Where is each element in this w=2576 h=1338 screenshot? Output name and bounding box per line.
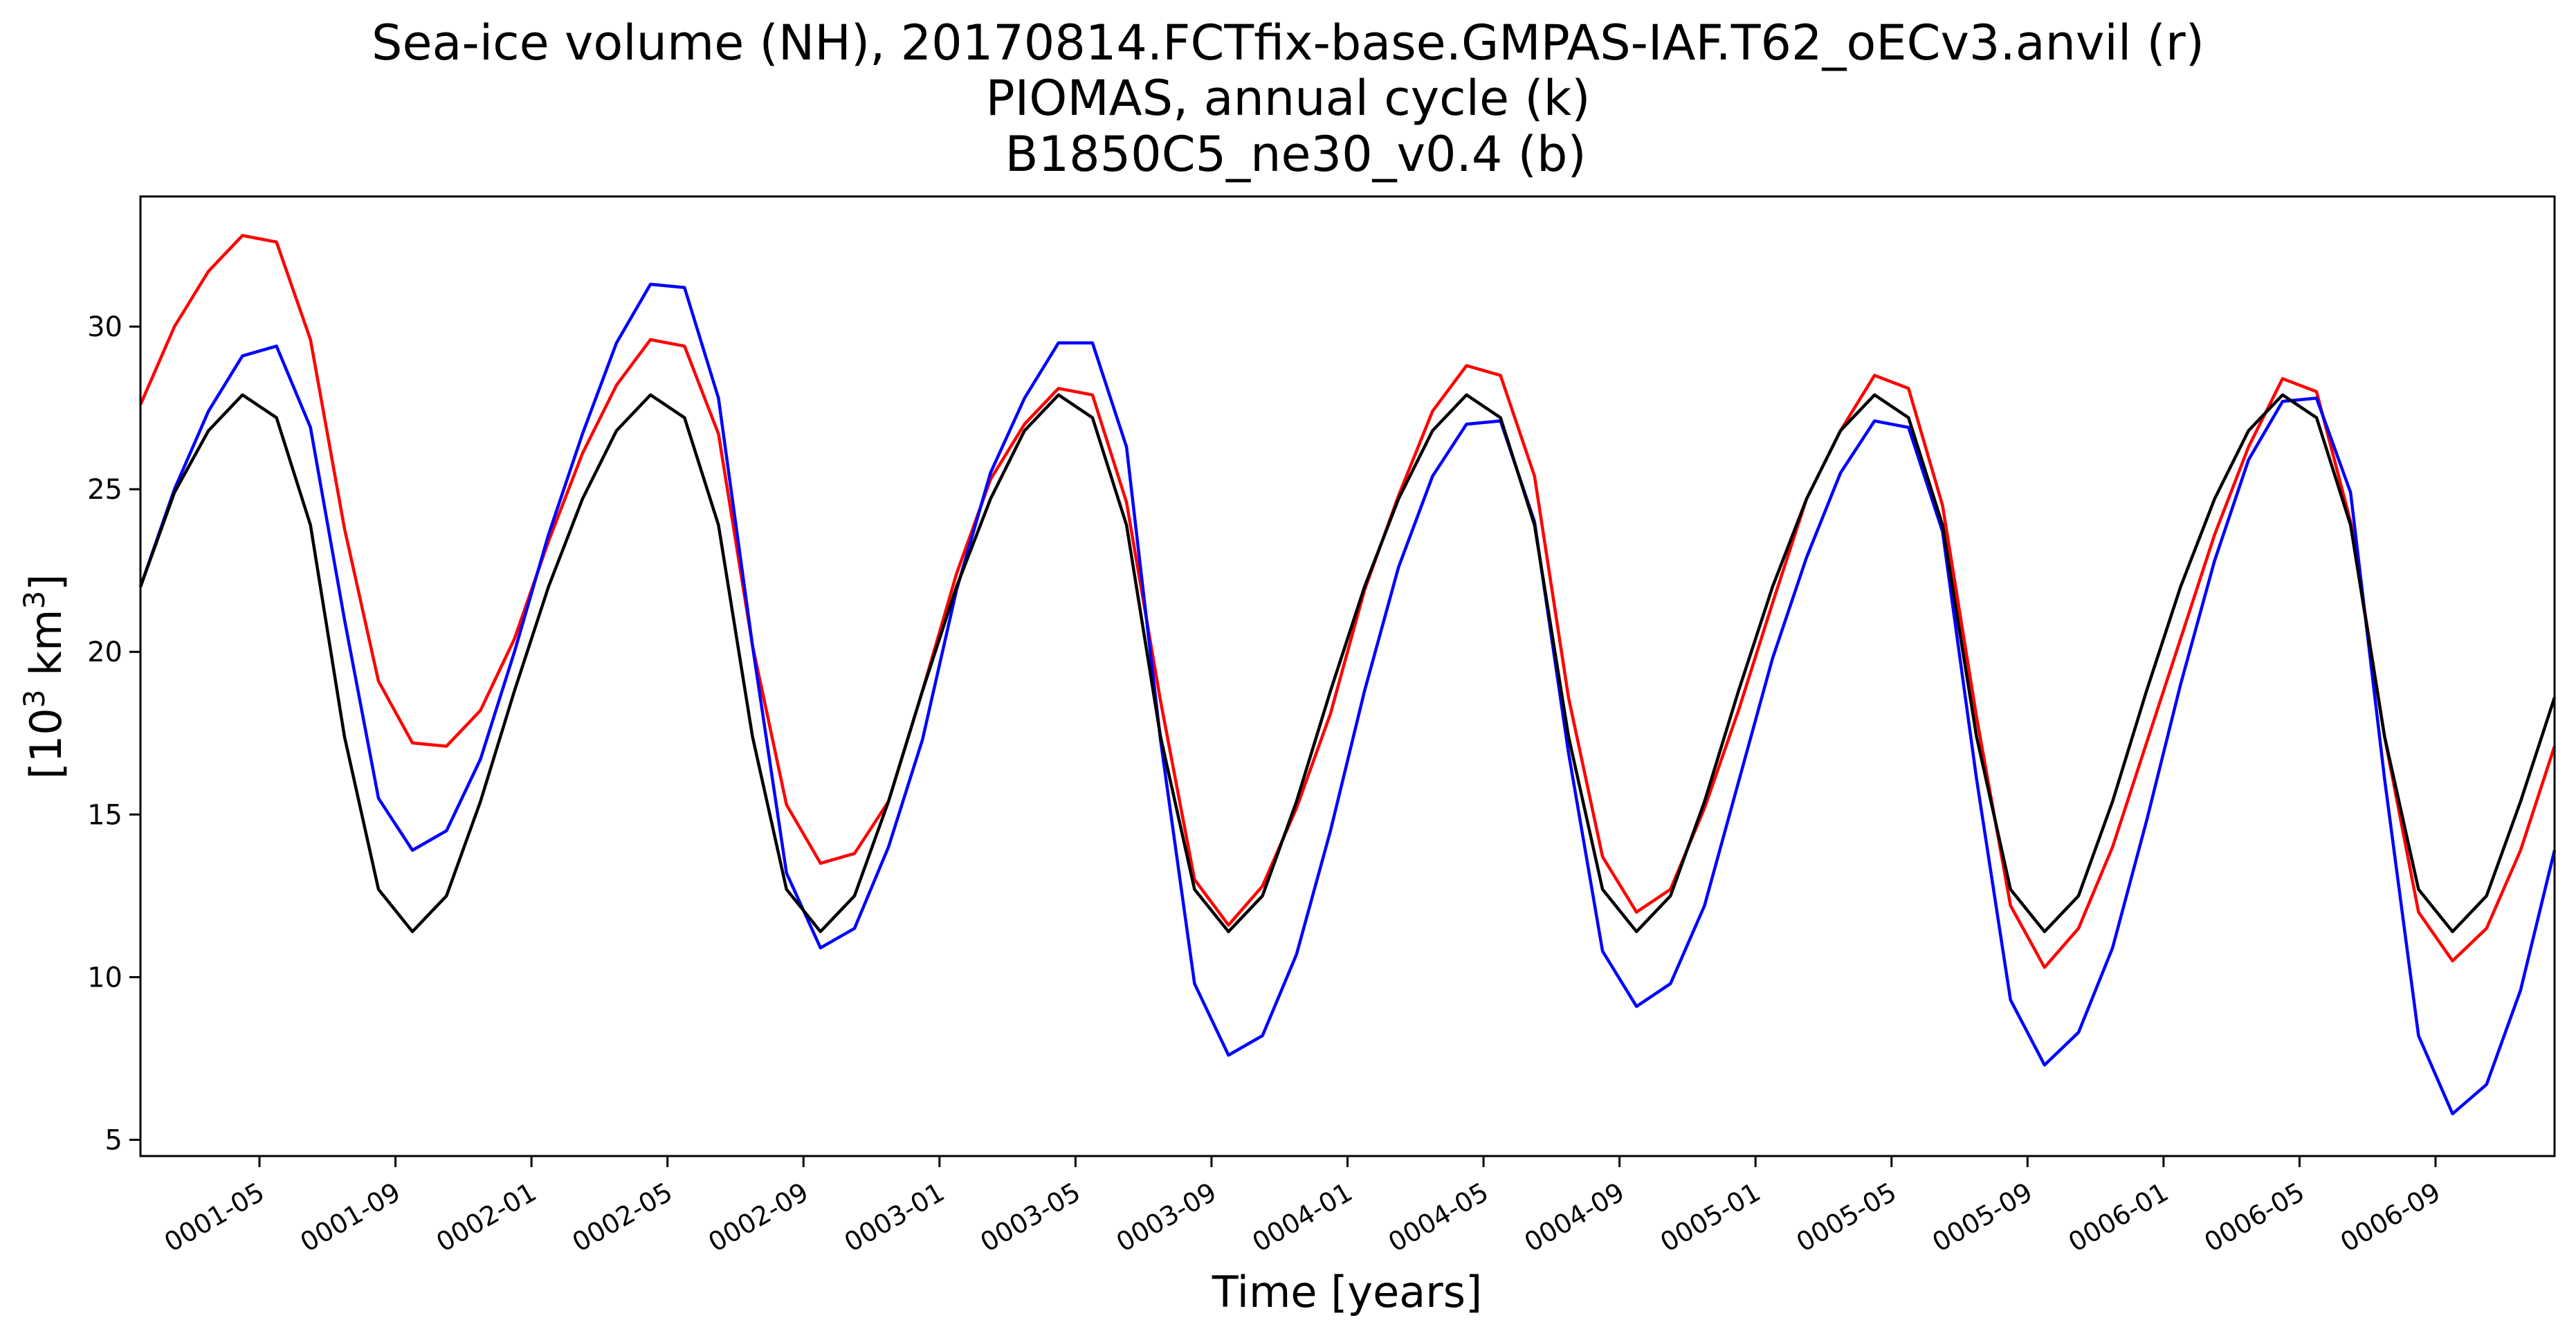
- x-tick-label: 0002-09: [703, 1177, 814, 1258]
- x-tick-label: 0001-05: [159, 1177, 270, 1258]
- x-tick-label: 0003-01: [839, 1177, 950, 1258]
- plot-frame: [139, 195, 2556, 1157]
- x-axis-label: Time [years]: [1212, 1267, 1482, 1317]
- y-tick-label: 5: [105, 1124, 122, 1156]
- y-tick-label: 20: [87, 636, 122, 668]
- x-tick-label: 0002-05: [567, 1177, 678, 1258]
- x-tick-label: 0005-01: [1655, 1177, 1766, 1258]
- x-tick-label: 0004-09: [1519, 1177, 1630, 1258]
- chart-title-line-3: B1850C5_ne30_v0.4 (b): [989, 126, 1587, 183]
- y-axis-label-base: [10: [21, 708, 71, 779]
- x-tick-label: 0005-05: [1791, 1177, 1902, 1258]
- x-tick-label: 0006-09: [2335, 1177, 2446, 1258]
- y-axis-label: [103 km3]: [17, 574, 71, 780]
- chart-title-line-1: Sea-ice volume (NH), 20170814.FCTfix-bas…: [372, 15, 2204, 71]
- chart-title-line-2: PIOMAS, annual cycle (k): [985, 70, 1591, 127]
- x-tick-label: 0004-01: [1247, 1177, 1358, 1258]
- series-line-1: [138, 282, 2557, 1116]
- y-tick-label: 10: [87, 962, 122, 993]
- x-tick-label: 0001-09: [295, 1177, 406, 1258]
- x-tick-label: 0002-01: [431, 1177, 542, 1258]
- x-tick-label: 0006-01: [2063, 1177, 2174, 1258]
- x-tick-label: 0003-05: [975, 1177, 1086, 1258]
- y-tick-label: 15: [87, 799, 122, 831]
- y-tick-label: 30: [87, 311, 122, 343]
- x-tick-label: 0005-09: [1927, 1177, 2038, 1258]
- y-axis: 5 10 15 20 25 30: [87, 311, 140, 1156]
- x-tick-label: 0006-05: [2199, 1177, 2310, 1258]
- series-line-2: [138, 393, 2557, 933]
- y-axis-label-sup1: 3: [17, 690, 51, 708]
- series-line-0: [138, 234, 2557, 969]
- y-axis-label-end: ]: [21, 574, 71, 591]
- y-axis-label-sup2: 3: [17, 591, 51, 610]
- y-tick-label: 25: [87, 474, 122, 506]
- x-tick-label: 0004-05: [1383, 1177, 1494, 1258]
- series-layer: [138, 234, 2557, 1116]
- y-axis-label-mid: km: [21, 610, 71, 690]
- x-tick-label: 0003-09: [1111, 1177, 1222, 1258]
- x-axis: 0001-05 0001-09 0002-01 0002-05 0002-09 0003-…: [159, 1156, 2446, 1258]
